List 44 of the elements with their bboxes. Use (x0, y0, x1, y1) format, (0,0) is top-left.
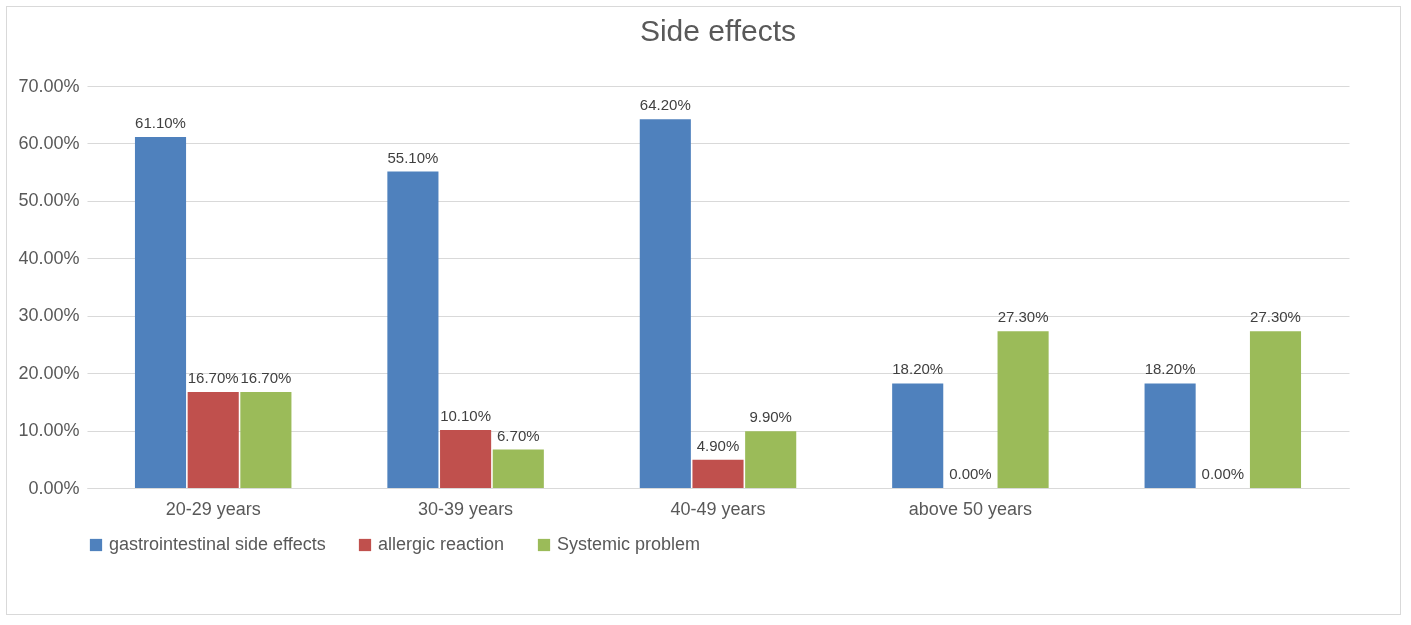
data-label: 27.30% (1250, 308, 1301, 326)
legend-label: gastrointestinal side effects (109, 534, 326, 554)
data-label: 0.00% (949, 465, 992, 482)
x-tick-label: 40-49 years (670, 498, 766, 519)
x-tick-label: 30-39 years (418, 498, 514, 519)
x-tick-label: above 50 years (908, 498, 1032, 519)
data-label: 27.30% (997, 308, 1049, 326)
y-tick-label: 40.00% (18, 247, 80, 268)
y-tick-label: 0.00% (28, 477, 80, 498)
y-tick-label: 10.00% (18, 420, 80, 441)
data-label: 64.20% (639, 96, 691, 114)
data-label: 10.10% (440, 407, 492, 424)
bar (639, 119, 691, 488)
data-label: 18.20% (892, 360, 944, 378)
data-label: 9.90% (749, 408, 792, 426)
y-tick-label: 50.00% (18, 190, 80, 211)
data-label: 16.70% (187, 369, 239, 387)
bar (1144, 383, 1196, 488)
bar (892, 383, 944, 488)
bar (692, 459, 744, 488)
bar (492, 449, 544, 488)
bar (745, 431, 797, 488)
chart-title: Side effects (639, 14, 797, 47)
bar (187, 392, 239, 488)
data-label: 6.70% (497, 426, 540, 444)
legend-label: Systemic problem (557, 534, 701, 554)
data-label: 0.00% (1201, 465, 1245, 482)
data-label: 55.10% (387, 148, 439, 166)
bar (387, 171, 439, 488)
data-label: 18.20% (1144, 360, 1196, 378)
data-label: 4.90% (696, 436, 740, 454)
y-tick-label: 30.00% (18, 305, 80, 326)
bar (997, 331, 1049, 488)
data-label: 16.70% (240, 369, 292, 387)
x-tick-label: 20-29 years (165, 498, 261, 519)
legend-label: allergic reaction (378, 534, 505, 554)
y-tick-label: 20.00% (18, 362, 80, 383)
data-label: 61.10% (135, 114, 186, 132)
y-tick-label: 70.00% (18, 75, 80, 96)
y-tick-label: 60.00% (18, 132, 80, 153)
bar (1249, 331, 1302, 488)
bar (240, 392, 292, 488)
bar (134, 137, 187, 488)
bar (440, 430, 492, 488)
